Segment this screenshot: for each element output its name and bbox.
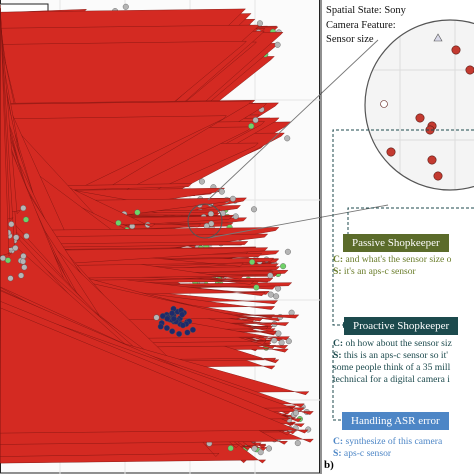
grey-circle-marker	[256, 20, 263, 27]
grey-triangle-marker	[433, 33, 443, 42]
grey-circle-marker	[198, 178, 205, 185]
navy-circle-marker	[179, 311, 186, 318]
grey-circle-marker	[207, 210, 214, 217]
grey-circle-marker	[292, 409, 299, 416]
green-circle-marker	[249, 259, 256, 266]
red-triangle-marker	[0, 307, 309, 434]
zoom-connector-lines	[207, 39, 389, 239]
red-circle-marker	[433, 171, 443, 181]
grey-circle-marker	[257, 449, 264, 456]
grey-circle-marker	[267, 291, 274, 298]
red-circle-marker	[427, 155, 437, 165]
grey-circle-marker	[458, 189, 466, 190]
green-circle-marker	[134, 209, 141, 216]
navy-circle-marker	[163, 325, 170, 332]
red-circle-marker	[386, 147, 396, 157]
green-circle-marker	[23, 216, 30, 223]
grey-circle-marker	[275, 285, 282, 292]
grey-circle-marker	[275, 330, 282, 337]
grey-circle-marker	[13, 234, 20, 241]
grey-circle-marker	[122, 3, 129, 10]
red-circle-marker	[415, 113, 425, 123]
grey-circle-marker	[251, 445, 258, 452]
grey-circle-marker	[218, 188, 225, 195]
proactive-shopkeeper-header: Proactive Shopkeeper	[344, 317, 459, 335]
grey-circle-marker	[284, 248, 291, 255]
navy-circle-marker	[184, 329, 191, 336]
green-circle-marker	[253, 284, 260, 291]
green-circle-marker	[115, 219, 122, 226]
grey-circle-marker	[153, 314, 160, 321]
navy-circle-marker	[189, 326, 196, 333]
zoomed-points	[380, 33, 474, 190]
grey-circle-marker	[8, 221, 15, 228]
red-circle-marker	[465, 65, 474, 75]
grey-circle-marker	[0, 255, 6, 262]
spatial-state-label: Spatial State: Sony	[326, 5, 406, 16]
scatter-panel	[0, 0, 320, 474]
grey-circle-marker	[284, 135, 291, 142]
green-circle-marker	[280, 263, 287, 270]
grey-circle-marker	[18, 272, 25, 279]
proactive-shopkeeper-line-cont: some people think of a 35 mill	[333, 362, 451, 373]
navy-circle-marker	[169, 310, 176, 317]
navy-circle-marker	[176, 330, 183, 337]
grey-circle-marker	[203, 222, 210, 229]
zoom-circle-outline	[364, 19, 474, 191]
green-circle-marker	[4, 257, 11, 264]
green-circle-marker	[248, 123, 255, 130]
red-circle-marker	[425, 125, 435, 135]
navy-circle-marker	[159, 313, 166, 320]
zoomed-view	[364, 19, 474, 191]
proactive-shopkeeper-line-cont: technical for a digital camera i	[333, 374, 450, 385]
grey-circle-marker	[252, 117, 259, 124]
grey-circle-marker	[229, 195, 236, 202]
panel-label-b: b)	[324, 459, 334, 471]
grey-circle-marker	[7, 275, 14, 282]
grey-circle-marker	[20, 253, 27, 260]
grey-circle-marker	[274, 41, 281, 48]
grey-circle-marker	[20, 205, 27, 212]
sensor-size-label: Sensor size	[326, 34, 374, 45]
grey-circle-marker	[250, 206, 257, 213]
navy-circle-marker	[157, 323, 164, 330]
navy-circle-marker	[169, 328, 176, 335]
grey-circle-marker	[23, 233, 30, 240]
grey-circle-marker	[294, 440, 301, 447]
passive-shopkeeper-header: Passive Shopkeeper	[343, 234, 449, 252]
passive-shopkeeper-line: S: it's an aps-c sensor	[333, 266, 416, 277]
grey-circle-marker	[266, 445, 273, 452]
grey-circle-marker	[12, 244, 19, 251]
scatter-points	[0, 3, 314, 464]
green-circle-marker	[227, 445, 234, 452]
grey-circle-marker	[20, 258, 27, 265]
grey-circle-marker	[232, 213, 239, 220]
navy-circle-marker	[170, 315, 177, 322]
asr-error-header: Handling ASR error	[342, 412, 449, 430]
proactive-customer-line: C: oh how about the sensor siz	[333, 338, 452, 349]
grey-circle-marker	[285, 338, 292, 345]
grey-circle-marker	[380, 100, 388, 108]
asr-customer-line: C: synthesize of this camera	[333, 436, 443, 447]
grey-circle-marker	[288, 309, 295, 316]
navy-circle-marker	[179, 322, 186, 329]
red-triangle-marker	[0, 12, 13, 257]
grey-circle-marker	[278, 339, 285, 346]
passive-customer-line: C: and what's the sensor size o	[333, 254, 452, 265]
red-circle-marker	[451, 45, 461, 55]
grey-circle-marker	[267, 272, 274, 279]
zoom-source-circle	[187, 203, 223, 239]
proactive-shopkeeper-line: S: this is an aps-c sensor so it'	[333, 350, 448, 361]
camera-feature-label: Camera Feature:	[326, 20, 396, 31]
navy-circle-marker	[164, 315, 171, 322]
grey-circle-marker	[271, 337, 278, 344]
asr-shopkeeper-line: S: aps-c sensor	[333, 448, 392, 459]
grey-circle-marker	[21, 264, 28, 271]
grey-circle-marker	[273, 293, 280, 300]
